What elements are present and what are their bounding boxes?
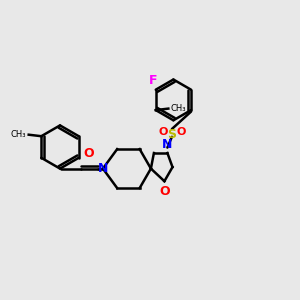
Text: O: O	[159, 127, 168, 137]
Text: O: O	[159, 185, 170, 198]
Text: F: F	[149, 74, 158, 87]
Text: N: N	[98, 162, 108, 175]
Text: CH₃: CH₃	[171, 104, 186, 113]
Text: O: O	[84, 147, 94, 160]
Text: O: O	[177, 127, 186, 137]
Text: CH₃: CH₃	[11, 130, 26, 139]
Text: N: N	[162, 139, 172, 152]
Text: S: S	[167, 128, 176, 141]
